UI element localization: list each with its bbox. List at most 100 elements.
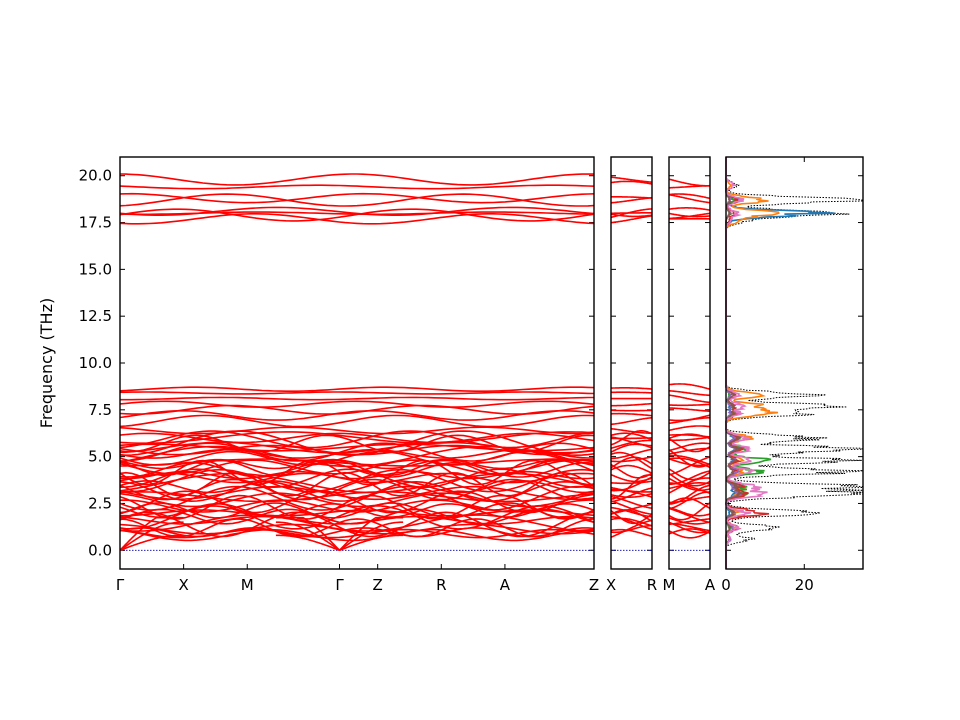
band-line: [119, 491, 595, 503]
acoustic-branch: [275, 534, 340, 552]
band-line: [611, 516, 653, 531]
y-tick-label: 5.0: [88, 448, 112, 466]
band-line: [119, 426, 595, 435]
band-line: [668, 495, 711, 504]
band-line: [668, 491, 711, 510]
acoustic-branch: [339, 534, 404, 552]
band-line: [119, 386, 595, 392]
band-line: [119, 511, 595, 538]
band-line: [119, 430, 595, 457]
band-line: [610, 416, 652, 426]
band-line: [669, 436, 711, 442]
x-tick-label: 0: [721, 576, 731, 594]
band-line: [611, 412, 653, 417]
band-line: [611, 212, 652, 215]
band-line: [119, 173, 595, 186]
band-line: [119, 441, 595, 454]
band-line: [668, 502, 711, 521]
band-line: [610, 213, 653, 218]
panel-frame: [610, 156, 653, 570]
band-line: [119, 528, 595, 542]
band-line: [119, 434, 595, 453]
band-line: [669, 193, 711, 200]
band-line: [119, 472, 595, 484]
band-line: [668, 472, 711, 487]
band-line: [611, 387, 652, 390]
y-tick-label: 12.5: [79, 307, 112, 325]
band-line: [668, 437, 711, 453]
band-line: [668, 383, 711, 390]
band-line: [119, 193, 595, 207]
band-line: [610, 456, 653, 469]
x-tick-label: Z: [589, 576, 599, 594]
band-line: [668, 521, 711, 534]
band-line: [610, 464, 653, 474]
x-tick-label: Γ: [335, 576, 344, 594]
band-line: [611, 215, 653, 224]
band-line: [119, 192, 595, 204]
y-tick-label: 15.0: [79, 260, 112, 278]
band-line: [119, 391, 595, 395]
band-line: [668, 506, 711, 517]
band-line: [668, 518, 711, 526]
band-line: [119, 514, 594, 532]
band-line: [119, 206, 595, 216]
band-line: [611, 524, 652, 534]
band-line: [610, 451, 653, 470]
panel-frame: [119, 156, 595, 570]
acoustic-branch: [275, 521, 340, 551]
band-line: [611, 528, 653, 538]
band-line: [119, 479, 595, 494]
band-line: [668, 414, 711, 422]
acoustic-branch: [275, 516, 341, 551]
acoustic-branch: [339, 521, 404, 551]
band-line: [610, 473, 653, 483]
band-line: [119, 471, 595, 497]
band-line: [668, 477, 711, 492]
band-line: [610, 509, 653, 522]
band-line: [119, 499, 594, 513]
panel-frame: [668, 156, 711, 570]
band-line: [611, 480, 652, 485]
band-line: [119, 527, 595, 538]
band-line: [668, 178, 710, 187]
y-tick-labels: 0.0 2.5 5.0 7.5 10.0 12.5 15.0 17.5 20.0: [79, 167, 112, 560]
x-tick-label: A: [500, 576, 511, 594]
dos-panel: 0 20: [721, 156, 864, 594]
band-line: [669, 407, 711, 413]
band-line: [668, 194, 711, 204]
band-line: [610, 474, 653, 500]
band-line: [668, 477, 710, 494]
band-line: [119, 404, 595, 415]
band-line: [668, 442, 710, 452]
band-line: [668, 449, 711, 468]
x-tick-label: R: [436, 576, 446, 594]
band-line: [119, 480, 595, 503]
y-tick-label: 20.0: [79, 167, 112, 185]
x-tick-label: X: [178, 576, 188, 594]
band-line: [668, 456, 711, 476]
y-tick-label: 2.5: [88, 494, 112, 512]
acoustic-branch: [119, 534, 184, 552]
band-line: [610, 463, 653, 479]
y-axis-label: Frequency (THz): [37, 298, 56, 428]
band-line: [610, 409, 652, 412]
band-line: [668, 425, 710, 432]
acoustic-branch: [119, 516, 184, 551]
band-line: [119, 508, 595, 525]
panel-frame: [725, 156, 864, 570]
band-line: [668, 517, 711, 525]
band-line: [119, 213, 595, 225]
band-line: [119, 459, 595, 475]
band-line: [610, 509, 653, 525]
band-line: [668, 403, 710, 407]
band-line: [119, 430, 595, 449]
band-line: [610, 519, 653, 538]
band-line: [668, 394, 710, 404]
acoustic-branch: [338, 516, 404, 551]
band-line: [120, 396, 594, 401]
